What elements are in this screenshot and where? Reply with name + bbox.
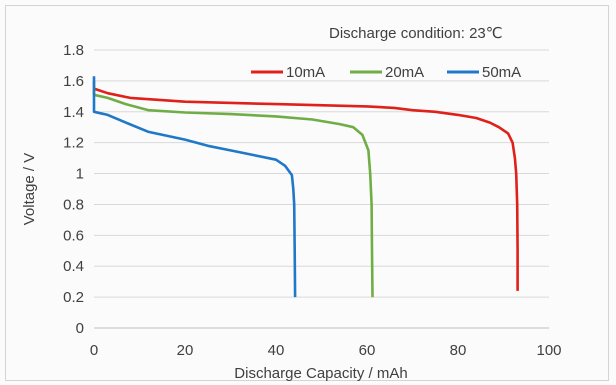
x-tick-label: 60 [359,342,376,359]
series-lines [92,76,519,298]
y-tick-label: 1.4 [63,104,84,121]
x-tick-label: 40 [268,342,285,359]
chart-frame: 0 0.2 0.4 0.6 0.8 1 1.2 1.4 1.6 1.8 0 20 40 60 80 100 … [5,5,609,382]
x-tick-label: 100 [536,342,561,359]
x-tick-label: 20 [177,342,194,359]
y-tick-label: 1.8 [63,42,84,59]
y-tick-label: 1.6 [63,73,84,90]
x-axis-label: Discharge Capacity / mAh [234,365,407,382]
y-tick-label: 0.6 [63,227,84,244]
legend-label-20mA: 20mA [385,64,424,81]
y-tick-label: 0.2 [63,289,84,306]
legend-label-50mA: 50mA [482,64,521,81]
y-tick-label: 1 [76,166,84,183]
y-tick-label: 0.8 [63,196,84,213]
y-tick-label: 0.4 [63,258,84,275]
discharge-chart: 00.20.40.60.811.21.41.61.8 0 20 40 60 80 100 … [21,25,562,382]
x-tick-label: 80 [450,342,467,359]
grid-lines [94,49,549,298]
y-tick-label: 0 [76,320,84,337]
series-line-50mA [92,76,297,298]
series-line-20mA [92,80,374,298]
legend-label-10mA: 10mA [286,64,325,81]
x-tick-label: 0 [90,342,98,359]
series-line-10mA [93,87,519,291]
discharge-condition-annotation: Discharge condition: 23℃ [329,25,503,42]
legend: 10mA 20mA 50mA [251,64,521,81]
x-tick-labels: 0 20 40 60 80 100 [90,342,562,359]
y-axis-label: Voltage / V [21,153,38,226]
y-tick-labels: 0 0.2 0.4 0.6 0.8 1 1.2 1.4 1.6 1.8 [63,42,84,337]
y-tick-label: 1.2 [63,135,84,152]
